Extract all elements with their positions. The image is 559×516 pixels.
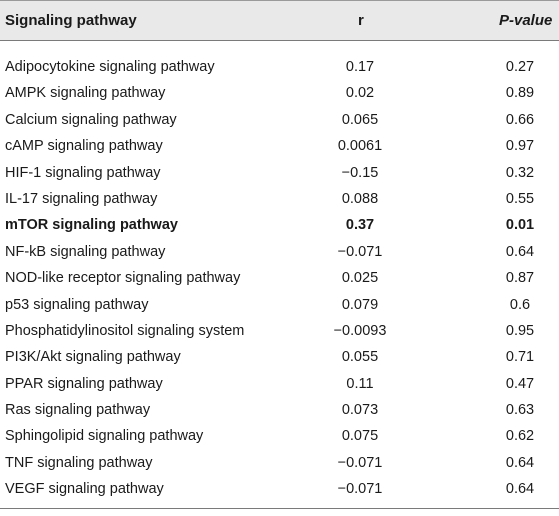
cell-r: −0.071 <box>337 454 383 471</box>
table-row: HIF-1 signaling pathway −0.15 0.32 <box>0 161 559 187</box>
table-row: TNF signaling pathway −0.071 0.64 <box>0 451 559 477</box>
cell-r: 0.17 <box>345 59 375 75</box>
cell-p-value: 0.32 <box>505 164 535 181</box>
header-pathway: Signaling pathway <box>5 12 137 29</box>
cell-p-value: 0.64 <box>505 454 535 471</box>
cell-r: 0.11 <box>346 375 374 392</box>
cell-pathway: PI3K/Akt signaling pathway <box>5 349 181 366</box>
table-row: AMPK signaling pathway 0.02 0.89 <box>0 81 559 107</box>
cell-p-value: 0.64 <box>505 243 535 260</box>
table-row: cAMP signaling pathway 0.0061 0.97 <box>0 134 559 160</box>
cell-p-value: 0.95 <box>505 322 535 339</box>
cell-pathway: Calcium signaling pathway <box>5 111 177 128</box>
cell-p-value: 0.62 <box>505 428 535 445</box>
cell-p-value: 0.71 <box>505 349 535 366</box>
cell-p-value: 0.01 <box>505 217 535 234</box>
header-divider <box>0 40 559 41</box>
table-row: Calcium signaling pathway 0.065 0.66 <box>0 108 559 134</box>
cell-r: −0.071 <box>337 481 383 498</box>
cell-pathway: HIF-1 signaling pathway <box>5 164 161 181</box>
table-row: NF-kB signaling pathway −0.071 0.64 <box>0 240 559 266</box>
cell-pathway: AMPK signaling pathway <box>5 85 166 102</box>
cell-p-value: 0.89 <box>505 85 535 102</box>
table-row: Adipocytokine signaling pathway 0.17 0.27 <box>0 55 559 81</box>
cell-pathway: Adipocytokine signaling pathway <box>5 59 215 75</box>
cell-p-value: 0.55 <box>505 190 535 207</box>
cell-pathway: NF-kB signaling pathway <box>5 243 166 260</box>
header-p-value: P-value <box>499 12 553 29</box>
table-row: Sphingolipid signaling pathway 0.075 0.62 <box>0 424 559 450</box>
cell-r: 0.055 <box>341 349 379 366</box>
cell-p-value: 0.27 <box>505 59 535 75</box>
cell-r: 0.073 <box>341 402 379 419</box>
table-row: PPAR signaling pathway 0.11 0.47 <box>0 372 559 398</box>
cell-r: −0.15 <box>341 164 379 181</box>
cell-pathway: cAMP signaling pathway <box>5 138 163 155</box>
cell-p-value: 0.97 <box>505 138 535 155</box>
cell-p-value: 0.6 <box>509 296 531 313</box>
cell-pathway: Ras signaling pathway <box>5 402 151 419</box>
cell-pathway: TNF signaling pathway <box>5 454 153 471</box>
cell-r: 0.025 <box>341 270 379 287</box>
cell-pathway: mTOR signaling pathway <box>5 217 178 234</box>
cell-r: −0.071 <box>337 243 383 260</box>
cell-pathway: PPAR signaling pathway <box>5 375 163 392</box>
table-row: VEGF signaling pathway −0.071 0.64 <box>0 477 559 503</box>
cell-p-value: 0.63 <box>505 402 535 419</box>
cell-r: 0.065 <box>341 111 379 128</box>
cell-r: 0.075 <box>341 428 379 445</box>
table-row: IL-17 signaling pathway 0.088 0.55 <box>0 187 559 213</box>
cell-p-value: 0.87 <box>505 270 535 287</box>
cell-r: 0.37 <box>345 217 375 234</box>
cell-r: 0.088 <box>341 190 379 207</box>
table-row: Phosphatidylinositol signaling system −0.… <box>0 319 559 345</box>
cell-r: 0.079 <box>341 296 379 313</box>
table-row: mTOR signaling pathway 0.37 0.01 <box>0 213 559 239</box>
cell-pathway: NOD-like receptor signaling pathway <box>5 270 241 287</box>
table-row: p53 signaling pathway 0.079 0.6 <box>0 293 559 319</box>
cell-pathway: VEGF signaling pathway <box>5 481 164 498</box>
cell-r: 0.0061 <box>337 138 383 155</box>
table-body: Adipocytokine signaling pathway 0.17 0.27 A… <box>0 55 559 504</box>
cell-p-value: 0.64 <box>505 481 535 498</box>
table-row: PI3K/Akt signaling pathway 0.055 0.71 <box>0 345 559 371</box>
cell-pathway: IL-17 signaling pathway <box>5 190 158 207</box>
header-r: r <box>358 12 364 29</box>
cell-p-value: 0.66 <box>505 111 535 128</box>
cell-pathway: Phosphatidylinositol signaling system <box>5 322 245 339</box>
bottom-divider <box>0 508 559 509</box>
cell-r: −0.0093 <box>333 322 387 339</box>
table-row: Ras signaling pathway 0.073 0.63 <box>0 398 559 424</box>
cell-pathway: p53 signaling pathway <box>5 296 149 313</box>
table-row: NOD-like receptor signaling pathway 0.025… <box>0 266 559 292</box>
table-header: Signaling pathway r P-value <box>0 0 559 41</box>
cell-r: 0.02 <box>345 85 375 102</box>
cell-p-value: 0.47 <box>505 375 535 392</box>
cell-pathway: Sphingolipid signaling pathway <box>5 428 204 445</box>
